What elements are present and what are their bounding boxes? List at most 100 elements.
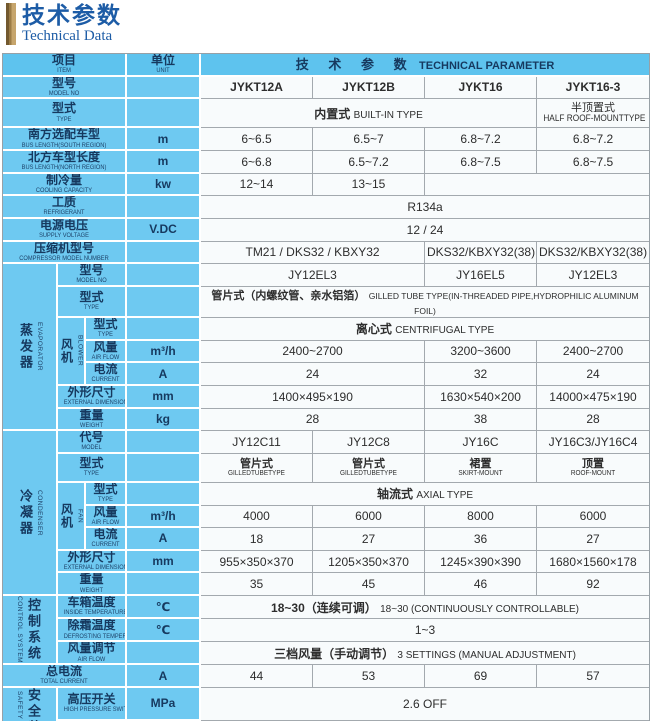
cond-fan-type-value: 轴流式 AXIAL TYPE bbox=[201, 482, 650, 506]
cond-fan-type-unit bbox=[127, 482, 202, 506]
condenser-group-en: CONDENSER bbox=[36, 489, 43, 536]
evap-weight-value: 38 bbox=[425, 408, 538, 432]
evap-blower-group-cell: 风机 BLOWER bbox=[58, 317, 86, 386]
cond-weight-label: 重量 WEIGHT bbox=[58, 573, 128, 597]
model-jykt12b: JYKT12B bbox=[313, 76, 426, 100]
evap-weight-value: 28 bbox=[537, 408, 650, 432]
cond-type-unit bbox=[127, 453, 202, 483]
table-row: 重量 WEIGHT kg 28 38 28 bbox=[3, 408, 650, 432]
cond-dimensions-value: 1205×350×370 bbox=[313, 550, 426, 574]
cooling-capacity-value: 12~14 bbox=[201, 173, 314, 197]
evap-dimensions-unit: mm bbox=[127, 385, 202, 409]
gold-accent-bar bbox=[6, 3, 16, 45]
control-group-en: CONTROL SYSTEM bbox=[16, 596, 23, 664]
compressor-label: 压缩机型号 COMPRESSOR MODEL NUMBER bbox=[3, 241, 128, 265]
cond-weight-value: 46 bbox=[425, 573, 538, 597]
table-row: 型号 MODEL NO JYKT12A JYKT12B JYKT16 JYKT1… bbox=[3, 76, 650, 100]
cond-code-value: JY16C bbox=[425, 431, 538, 454]
cond-weight-value: 92 bbox=[537, 573, 650, 597]
item-header-cell: 项目 ITEM bbox=[3, 54, 128, 77]
cond-fan-en: FAN bbox=[76, 508, 84, 523]
cond-current-value: 27 bbox=[537, 528, 650, 551]
south-bus-unit: m bbox=[127, 128, 202, 151]
evap-dimensions-label: 外形尺寸 EXTERNAL DIMENSIONS bbox=[58, 385, 128, 409]
unit-header-zh: 单位 bbox=[151, 54, 176, 67]
north-bus-unit: m bbox=[127, 150, 202, 174]
cond-airflow-value: 6000 bbox=[313, 505, 426, 529]
total-current-value: 53 bbox=[313, 665, 426, 688]
cond-current-label: 电流 CURRENT bbox=[86, 528, 128, 551]
cabin-temp-unit: ℃ bbox=[127, 596, 202, 620]
south-bus-value: 6.5~7 bbox=[313, 128, 426, 151]
cond-airflow-value: 8000 bbox=[425, 505, 538, 529]
table-row: 外形尺寸 EXTERNAL DIMENSIONS mm 1400×495×190… bbox=[3, 385, 650, 409]
north-bus-value: 6.5~7.2 bbox=[313, 150, 426, 174]
supply-voltage-value: 12 / 24 bbox=[201, 218, 650, 242]
cond-airflow-value: 6000 bbox=[537, 505, 650, 529]
cond-current-value: 18 bbox=[201, 528, 314, 551]
compressor-value: TM21 / DKS32 / KBXY32 bbox=[201, 241, 426, 265]
evap-weight-label: 重量 WEIGHT bbox=[58, 408, 128, 432]
cond-dimensions-label: 外形尺寸 EXTERNAL DIMENSIONS bbox=[58, 550, 128, 574]
evap-current-value: 24 bbox=[201, 363, 426, 386]
evap-model-unit bbox=[127, 264, 202, 287]
table-row: 蒸发器 EVAPORATOR 型号 MODEL NO JY12EL3 JY16E… bbox=[3, 264, 650, 432]
table-row: 安全装置 SAFETY DEVICE 高压开关 HIGH PRESSURE SW… bbox=[3, 687, 650, 721]
cond-type-value: 管片式 GILLEDTUBETYPE bbox=[313, 453, 426, 483]
cond-code-value: JY16C3/JY16C4 bbox=[537, 431, 650, 454]
evap-blower-type-value: 离心式 CENTRIFUGAL TYPE bbox=[201, 317, 650, 341]
table-row: 总电流 TOTAL CURRENT A 44 53 69 57 bbox=[3, 665, 650, 688]
control-group-zh: 控制系统 bbox=[26, 597, 41, 662]
model-row-label: 型号 MODEL NO bbox=[3, 76, 128, 100]
technical-parameter-table: 项目 ITEM 单位 UNIT 技 术 参 数 TECHNICAL PARAME… bbox=[3, 54, 650, 721]
evap-current-label: 电流 CURRENT bbox=[86, 363, 128, 386]
evap-airflow-value: 2400~2700 bbox=[201, 340, 426, 364]
evap-current-unit: A bbox=[127, 363, 202, 386]
type-row-label: 型式 TYPE bbox=[3, 99, 128, 129]
condenser-group-cell: 冷凝器 CONDENSER bbox=[3, 431, 58, 597]
type-builtin-cell: 内置式 BUILT-IN TYPE bbox=[201, 99, 538, 129]
evap-airflow-unit: m³/h bbox=[127, 340, 202, 364]
cond-airflow-label: 风量 AIR FLOW bbox=[86, 505, 128, 529]
compressor-unit bbox=[127, 241, 202, 265]
defrost-temp-value: 1~3 bbox=[201, 619, 650, 643]
compressor-value: DKS32/KBXY32(38) bbox=[425, 241, 538, 265]
high-pressure-label: 高压开关 HIGH PRESSURE SWITCH bbox=[58, 687, 128, 721]
total-current-value: 44 bbox=[201, 665, 314, 688]
unit-header-en: UNIT bbox=[156, 67, 170, 75]
evap-type-unit bbox=[127, 286, 202, 318]
cabin-temp-label: 车箱温度 INSIDE TEMPERATURE bbox=[58, 596, 128, 620]
cond-weight-value: 35 bbox=[201, 573, 314, 597]
evap-model-label: 型号 MODEL NO bbox=[58, 264, 128, 287]
unit-header-cell: 单位 UNIT bbox=[127, 54, 202, 77]
spec-table-wrapper: 项目 ITEM 单位 UNIT 技 术 参 数 TECHNICAL PARAME… bbox=[2, 53, 650, 721]
supply-voltage-unit: V.DC bbox=[127, 218, 202, 242]
cond-current-unit: A bbox=[127, 528, 202, 551]
evap-current-value: 24 bbox=[537, 363, 650, 386]
table-row: 南方选配车型 BUS LENGTH(SOUTH REGION) m 6~6.5 … bbox=[3, 128, 650, 151]
south-bus-label: 南方选配车型 BUS LENGTH(SOUTH REGION) bbox=[3, 128, 128, 151]
cond-dimensions-value: 955×350×370 bbox=[201, 550, 314, 574]
evaporator-group-zh: 蒸发器 bbox=[18, 322, 33, 371]
defrost-temp-unit: ℃ bbox=[127, 619, 202, 643]
safety-group-en: SAFETY DEVICE bbox=[16, 691, 23, 721]
evap-airflow-value: 2400~2700 bbox=[537, 340, 650, 364]
compressor-value: DKS32/KBXY32(38) bbox=[537, 241, 650, 265]
parameter-header-en: TECHNICAL PARAMETER bbox=[419, 60, 555, 73]
cond-weight-value: 45 bbox=[313, 573, 426, 597]
evap-model-value: JY12EL3 bbox=[537, 264, 650, 287]
cooling-capacity-value: 13~15 bbox=[313, 173, 426, 197]
south-bus-value: 6.8~7.2 bbox=[425, 128, 538, 151]
table-row: 型式 TYPE 管片式（内螺纹管、亲水铝箔） GILLED TUBE TYPE(… bbox=[3, 286, 650, 318]
evap-type-value: 管片式（内螺纹管、亲水铝箔） GILLED TUBE TYPE(IN-THREA… bbox=[201, 286, 650, 318]
cond-weight-unit bbox=[127, 573, 202, 597]
south-bus-value: 6.8~7.2 bbox=[537, 128, 650, 151]
north-bus-value: 6~6.8 bbox=[201, 150, 314, 174]
evap-blower-type-unit bbox=[127, 317, 202, 341]
evaporator-group-cell: 蒸发器 EVAPORATOR bbox=[3, 264, 58, 432]
table-row: 风量 AIR FLOW m³/h 2400~2700 3200~3600 240… bbox=[3, 340, 650, 364]
cond-fan-zh: 风机 bbox=[59, 502, 74, 529]
type-halfroof-cell: 半顶置式 HALF ROOF-MOUNTTYPE bbox=[537, 99, 650, 129]
cond-dimensions-value: 1245×390×390 bbox=[425, 550, 538, 574]
item-header-en: ITEM bbox=[57, 67, 71, 75]
